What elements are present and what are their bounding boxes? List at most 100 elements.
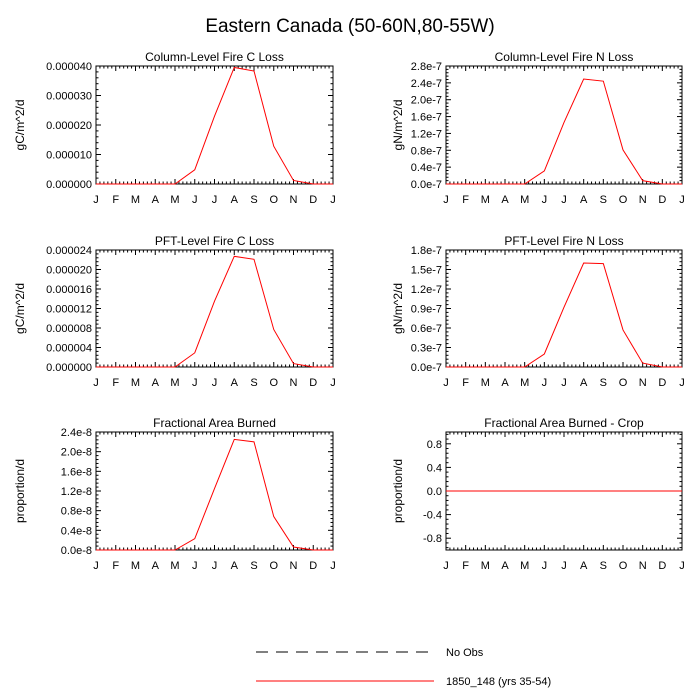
y-axis-label: gC/m^2/d (13, 100, 27, 151)
plot-frame (95, 431, 334, 551)
y-tick-label: -0.8 (423, 533, 442, 545)
x-tick-label: A (580, 377, 588, 389)
x-tick-label: J (679, 377, 685, 389)
x-tick-label: J (443, 377, 449, 389)
y-tick-label: 2.4e-8 (61, 427, 92, 439)
y-tick-label: 1.2e-8 (61, 486, 92, 498)
x-tick-label: F (462, 377, 469, 389)
x-tick-label: S (250, 560, 257, 572)
x-tick-label: A (152, 560, 160, 572)
y-tick-label: 0.4e-8 (61, 525, 92, 537)
x-tick-label: M (131, 194, 140, 206)
x-tick-label: J (192, 560, 198, 572)
y-tick-label: 2.0e-7 (411, 95, 442, 107)
x-tick-label: S (600, 377, 607, 389)
y-tick-label: 0.000016 (46, 284, 92, 296)
x-tick-label: N (639, 194, 647, 206)
y-tick-label: 0.000024 (46, 245, 92, 257)
x-tick-label: J (443, 194, 449, 206)
y-tick-label: 0.0 (427, 486, 442, 498)
x-tick-label: A (152, 377, 160, 389)
x-tick-label: J (93, 560, 99, 572)
x-tick-label: D (658, 560, 666, 572)
x-tick-label: O (619, 377, 628, 389)
series-line (446, 262, 682, 368)
panel-title: Column-Level Fire N Loss (495, 50, 634, 64)
y-tick-label: 0.0e-8 (61, 545, 92, 557)
y-axis-label: gN/m^2/d (391, 283, 405, 334)
y-axis-label: proportion/d (13, 459, 27, 523)
x-tick-label: J (212, 377, 218, 389)
x-tick-label: J (93, 194, 99, 206)
y-tick-label: 0.000030 (46, 91, 92, 103)
y-axis-label: gC/m^2/d (13, 283, 27, 334)
x-tick-label: J (330, 560, 336, 572)
x-tick-label: J (192, 377, 198, 389)
x-tick-label: A (580, 560, 588, 572)
x-tick-label: D (658, 194, 666, 206)
y-tick-label: 0.000040 (46, 61, 92, 73)
y-tick-label: 0.000008 (46, 323, 92, 335)
x-tick-label: O (619, 194, 628, 206)
panel-title: PFT-Level Fire N Loss (504, 234, 623, 248)
x-tick-label: D (658, 377, 666, 389)
plot-frame (445, 249, 683, 368)
x-tick-label: O (619, 560, 628, 572)
y-tick-label: 0.000020 (46, 120, 92, 132)
y-axis-label: proportion/d (391, 459, 405, 523)
chart-panel: Fractional Area Burned - Crop proportion/… (391, 416, 685, 572)
y-tick-label: 1.2e-7 (411, 128, 442, 140)
y-tick-label: 0.000000 (46, 362, 92, 374)
x-tick-label: J (561, 560, 567, 572)
y-tick-label: 1.6e-8 (61, 466, 92, 478)
y-tick-label: 0.0e-7 (411, 179, 442, 191)
x-tick-label: F (462, 560, 469, 572)
x-tick-label: J (679, 194, 685, 206)
legend: No Obs 1850_148 (yrs 35-54) (256, 647, 551, 688)
x-tick-label: A (580, 194, 588, 206)
x-tick-label: O (269, 194, 278, 206)
y-tick-label: 2.0e-8 (61, 447, 92, 459)
x-tick-label: M (520, 194, 529, 206)
x-tick-label: A (231, 194, 239, 206)
x-tick-label: O (269, 560, 278, 572)
x-tick-label: M (481, 560, 490, 572)
x-tick-label: M (131, 560, 140, 572)
x-tick-label: J (212, 560, 218, 572)
x-tick-label: N (290, 377, 298, 389)
x-tick-label: J (443, 560, 449, 572)
legend-label: 1850_148 (yrs 35-54) (446, 676, 551, 688)
y-tick-label: 1.2e-7 (411, 284, 442, 296)
x-tick-label: A (501, 560, 509, 572)
plot-frame (95, 65, 334, 185)
y-tick-label: 0.000012 (46, 304, 92, 316)
x-tick-label: M (131, 377, 140, 389)
x-tick-label: A (501, 377, 509, 389)
y-tick-label: 0.000000 (46, 179, 92, 191)
y-tick-label: 1.5e-7 (411, 265, 442, 277)
x-tick-label: F (462, 194, 469, 206)
x-tick-label: A (231, 560, 239, 572)
y-tick-label: -0.4 (423, 510, 442, 522)
series-line (96, 438, 333, 551)
figure-title: Eastern Canada (50-60N,80-55W) (205, 16, 495, 37)
x-tick-label: J (561, 377, 567, 389)
legend-label: No Obs (446, 647, 484, 659)
y-tick-label: 1.8e-7 (411, 245, 442, 257)
x-tick-label: J (330, 194, 336, 206)
y-tick-label: 0.3e-7 (411, 343, 442, 355)
x-tick-label: N (290, 560, 298, 572)
x-tick-label: F (112, 560, 119, 572)
x-tick-label: M (170, 377, 179, 389)
x-tick-label: J (212, 194, 218, 206)
x-tick-label: M (520, 560, 529, 572)
y-tick-label: 2.8e-7 (411, 61, 442, 73)
y-tick-label: 2.4e-7 (411, 78, 442, 90)
x-tick-label: S (600, 560, 607, 572)
